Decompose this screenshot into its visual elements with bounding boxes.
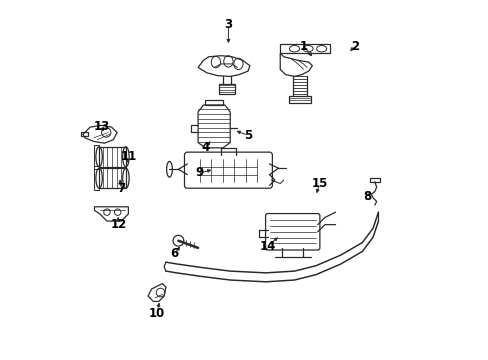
Text: 10: 10 (148, 307, 165, 320)
Text: 7: 7 (117, 183, 125, 195)
Text: 15: 15 (311, 177, 327, 190)
Text: 14: 14 (259, 240, 275, 253)
Text: 6: 6 (170, 247, 179, 260)
Text: 9: 9 (195, 166, 203, 179)
Text: 12: 12 (110, 218, 126, 231)
Text: 1: 1 (299, 40, 307, 53)
Text: 13: 13 (93, 120, 109, 133)
Text: 2: 2 (350, 40, 359, 53)
Text: 3: 3 (224, 18, 232, 31)
Text: 5: 5 (244, 129, 252, 142)
Text: 8: 8 (363, 190, 371, 203)
Text: 11: 11 (120, 150, 136, 163)
Text: 4: 4 (201, 141, 209, 154)
